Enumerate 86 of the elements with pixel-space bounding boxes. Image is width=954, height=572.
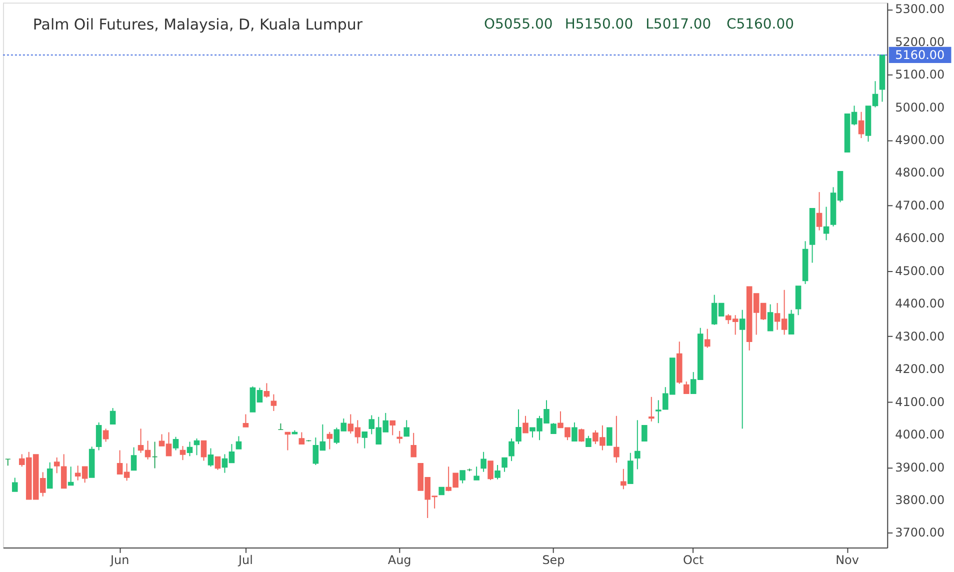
annotation: L5017.00 xyxy=(646,16,712,33)
candlestick xyxy=(46,462,53,489)
y-tick-label: 5000.00 xyxy=(895,100,945,114)
candlestick xyxy=(488,460,494,481)
candlestick xyxy=(200,440,207,462)
x-tick-label: Sep xyxy=(542,552,565,567)
candlestick xyxy=(572,422,578,442)
y-tick-label: 3700.00 xyxy=(895,526,945,540)
y-tick-label: 4200.00 xyxy=(895,362,945,376)
candlestick xyxy=(494,464,500,480)
candlestick xyxy=(110,408,116,425)
candlestick xyxy=(816,192,822,231)
y-tick-label: 4500.00 xyxy=(895,264,945,278)
candlestick xyxy=(823,206,830,241)
candlestick xyxy=(460,470,466,484)
candlestick xyxy=(586,435,592,448)
x-tick-label: Nov xyxy=(836,552,859,567)
candlestick xyxy=(516,408,522,445)
y-tick-label: 4800.00 xyxy=(895,166,945,180)
candlestick xyxy=(704,328,710,348)
candlestick xyxy=(739,309,746,430)
candlestick xyxy=(242,414,249,428)
annotation: H5150.00 xyxy=(564,16,634,33)
candlestick xyxy=(172,436,179,451)
candlestick xyxy=(396,430,402,444)
candlestick xyxy=(68,466,74,486)
candlestick xyxy=(620,468,626,490)
candlestick xyxy=(214,456,221,470)
y-tick-label: 4100.00 xyxy=(895,394,945,409)
candlestick xyxy=(284,432,291,451)
y-tick-label: 4300.00 xyxy=(895,329,945,344)
candlestick xyxy=(788,309,794,335)
candlestick xyxy=(102,428,109,442)
candlestick xyxy=(4,458,11,466)
annotation: O5055.00 xyxy=(484,16,553,33)
candlestick xyxy=(642,424,648,442)
candlestick xyxy=(628,452,634,484)
candlestick xyxy=(767,304,774,332)
candlestick xyxy=(795,285,802,316)
candlestick xyxy=(578,428,584,442)
candlestick xyxy=(362,431,368,449)
candlestick xyxy=(194,438,200,456)
candlestick xyxy=(683,381,690,394)
candlestick xyxy=(550,422,556,434)
candlestick xyxy=(508,438,514,462)
text: Palm Oil Futures, Malaysia, D, Kuala Lumpur xyxy=(32,16,364,34)
candlestick xyxy=(648,396,654,422)
candlestick xyxy=(152,441,158,469)
x-tick-label: Jul xyxy=(237,552,253,567)
candlestick xyxy=(390,420,396,436)
candlestick xyxy=(208,448,214,468)
x-tick-label: Jun xyxy=(109,552,130,567)
y-tick-label: 5100.00 xyxy=(895,68,945,82)
candlestick xyxy=(96,422,102,451)
candlestick xyxy=(522,415,528,434)
candlestick xyxy=(180,446,186,461)
candlestick xyxy=(502,457,508,472)
y-tick-label: 3800.00 xyxy=(895,492,945,507)
candlestick xyxy=(264,382,270,398)
candlestick xyxy=(858,111,864,139)
candlestick xyxy=(298,432,305,445)
candlestick xyxy=(410,432,416,458)
y-tick-label: 4400.00 xyxy=(895,296,945,311)
ref-line-label: 5160.00 xyxy=(895,48,945,62)
candlestick xyxy=(606,427,612,446)
candlestick xyxy=(130,446,137,471)
y-tick-label: 4900.00 xyxy=(895,133,945,148)
y-tick-label: 4000.00 xyxy=(895,428,945,442)
y-tick-label: 5200.00 xyxy=(895,34,945,49)
candlestick xyxy=(270,394,277,412)
candlestick xyxy=(326,431,333,450)
candlestick xyxy=(12,477,18,492)
x-tick-label: Aug xyxy=(388,552,412,567)
y-tick-label: 4600.00 xyxy=(895,231,945,246)
candlestick xyxy=(614,415,620,464)
y-tick-label: 3900.00 xyxy=(895,460,945,474)
x-tick-label: Oct xyxy=(683,552,704,567)
candlestick xyxy=(186,441,193,457)
candlestick xyxy=(236,436,242,450)
candlestick xyxy=(474,466,480,481)
candlestick xyxy=(634,420,640,470)
annotation: C5160.00 xyxy=(726,16,794,33)
y-tick-label: 5300.00 xyxy=(895,2,945,16)
candlestick xyxy=(480,451,486,472)
y-tick-label: 4700.00 xyxy=(895,198,945,212)
candlestick xyxy=(404,420,410,437)
